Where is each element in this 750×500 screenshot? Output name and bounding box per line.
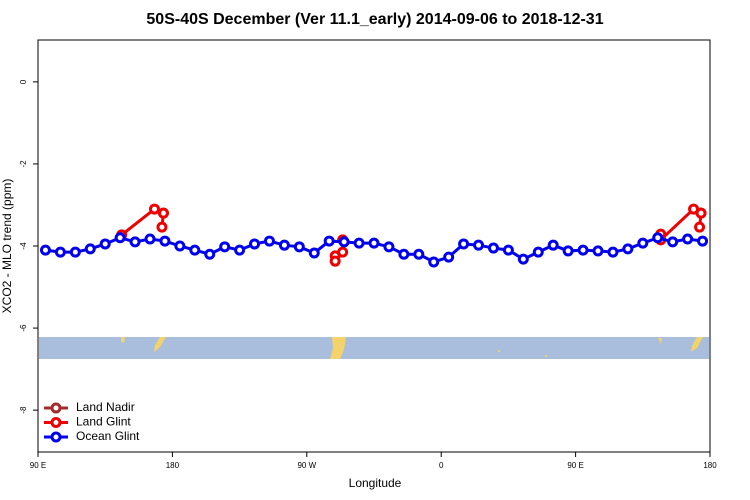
map-strip: [39, 337, 709, 359]
point: [278, 239, 290, 251]
point: [473, 239, 485, 251]
y-tick-label: -2: [19, 160, 28, 168]
point: [383, 241, 395, 253]
point: [577, 244, 589, 256]
point: [249, 238, 261, 250]
point: [54, 246, 66, 258]
point: [156, 221, 168, 233]
point: [129, 236, 141, 248]
point: [159, 235, 171, 247]
point: [234, 244, 246, 256]
x-tick-label: 180: [166, 461, 180, 470]
x-axis-label: Longitude: [349, 476, 402, 490]
point: [338, 236, 350, 248]
point: [562, 245, 574, 257]
point: [502, 244, 514, 256]
point: [694, 221, 706, 233]
x-tick-label: 90 E: [567, 461, 583, 470]
point: [189, 244, 201, 256]
y-tick-label: 0: [19, 79, 28, 84]
x-tick-label: 0: [439, 461, 444, 470]
point: [323, 235, 335, 247]
x-tick-label: 90 E: [30, 461, 46, 470]
point: [148, 203, 160, 215]
point: [695, 207, 707, 219]
point: [69, 246, 81, 258]
point: [398, 248, 410, 260]
point: [263, 235, 275, 247]
point: [114, 232, 126, 244]
point: [637, 237, 649, 249]
point: [428, 256, 440, 268]
point: [413, 248, 425, 260]
point: [144, 233, 156, 245]
x-tick-label: 90 W: [297, 461, 316, 470]
point: [353, 237, 365, 249]
y-axis-label: XCO2 - MLO trend (ppm): [0, 179, 14, 314]
point: [622, 243, 634, 255]
point: [174, 240, 186, 252]
point: [532, 246, 544, 258]
point: [592, 245, 604, 257]
legend-marker: [50, 417, 62, 428]
point: [368, 237, 380, 249]
legend-label: Land Glint: [76, 415, 131, 429]
legend-label: Ocean Glint: [76, 429, 140, 443]
y-tick-label: -8: [19, 406, 28, 414]
point: [39, 244, 51, 256]
point: [157, 207, 169, 219]
legend-marker: [50, 431, 62, 443]
point: [652, 232, 664, 244]
point: [308, 247, 320, 259]
legend-label: Land Nadir: [76, 400, 135, 414]
y-tick-label: -6: [19, 324, 28, 332]
point: [84, 243, 96, 255]
point: [682, 233, 694, 245]
y-tick-label: -4: [19, 242, 28, 250]
point: [443, 251, 455, 263]
point: [697, 235, 709, 247]
point: [204, 248, 216, 260]
point: [607, 246, 619, 258]
point: [487, 242, 499, 254]
point: [329, 255, 341, 267]
point: [547, 239, 559, 251]
point: [458, 238, 470, 250]
point: [219, 241, 231, 253]
chart-title: 50S-40S December (Ver 11.1_early) 2014-0…: [146, 11, 603, 28]
point: [517, 253, 529, 265]
point: [99, 238, 111, 250]
legend-marker: [50, 402, 62, 414]
point: [337, 246, 349, 258]
point: [293, 241, 305, 253]
x-tick-label: 180: [703, 461, 717, 470]
point: [667, 236, 679, 248]
